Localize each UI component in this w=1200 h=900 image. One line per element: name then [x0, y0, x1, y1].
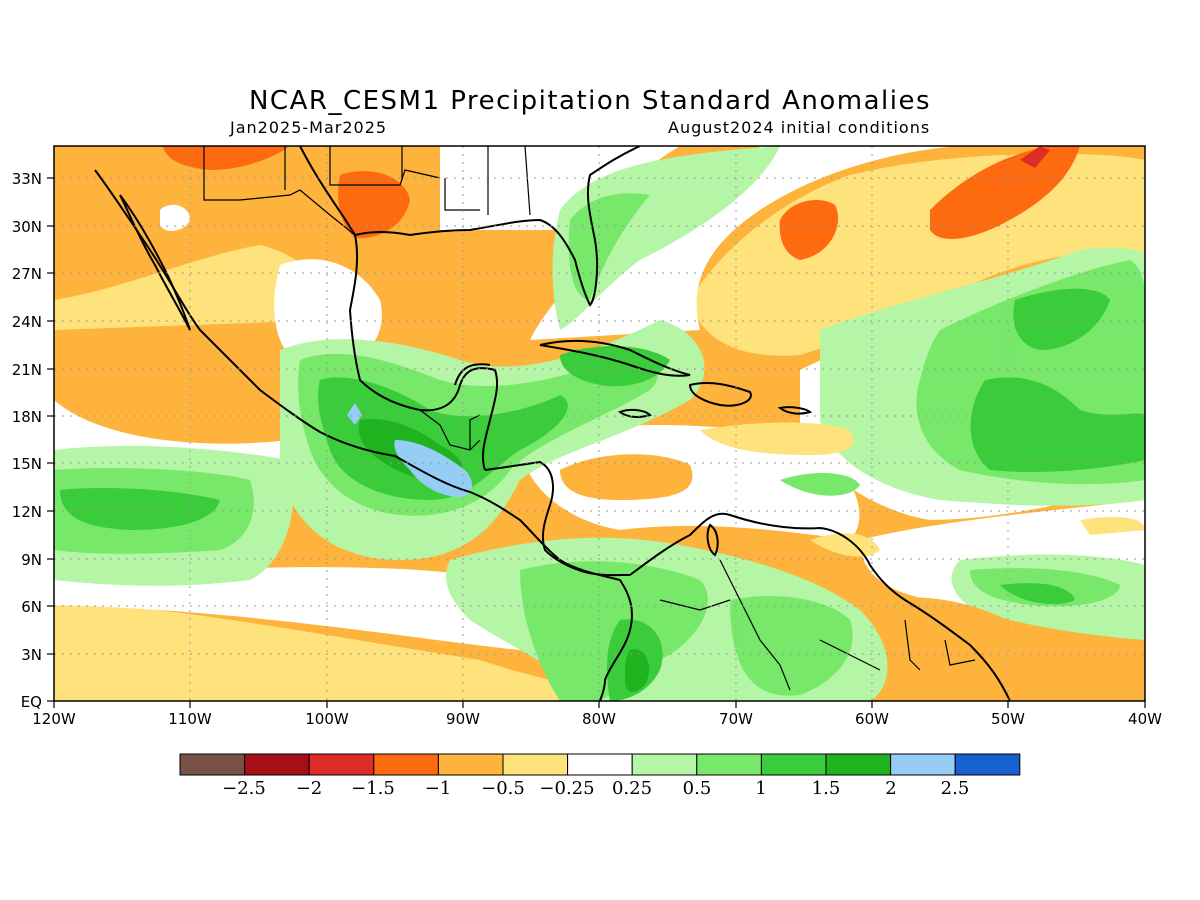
dry-moderate-area	[880, 597, 1145, 701]
colorbar-label: −2.5	[222, 778, 266, 799]
lon-label: 50W	[991, 710, 1025, 728]
dry-weak-area	[810, 533, 880, 557]
wet-strong-area	[1013, 288, 1110, 350]
dry-moderate-area	[560, 454, 693, 500]
neutral-area	[530, 146, 960, 340]
lat-label: 15N	[12, 455, 42, 473]
dry-strong-area	[163, 146, 290, 170]
colorbar-swatch	[696, 753, 762, 776]
lon-label: 70W	[719, 710, 753, 728]
dry-weak-area	[54, 245, 330, 330]
colorbar-swatch	[308, 753, 375, 776]
lon-label: 80W	[582, 710, 616, 728]
colorbar-label: 1.5	[812, 778, 841, 799]
dry-strong-area	[779, 200, 839, 260]
colorbar-label: 2.5	[941, 778, 970, 799]
wet-moderate-area	[780, 473, 860, 496]
lat-label: EQ	[21, 693, 42, 711]
lon-label: 110W	[168, 710, 212, 728]
lat-label: 33N	[12, 170, 42, 188]
colorbar-label: −1	[425, 778, 452, 799]
map-title: NCAR_CESM1 Precipitation Standard Anomal…	[248, 86, 932, 116]
wet-very-strong-area	[625, 649, 650, 692]
wet-strong-area	[1000, 583, 1075, 605]
dry-strong-area	[930, 146, 1080, 240]
colorbar-swatch	[631, 753, 698, 776]
colorbar-swatch	[567, 753, 633, 776]
colorbar-label: −0.5	[481, 778, 525, 799]
colorbar-swatch	[179, 753, 246, 776]
lat-label: 9N	[21, 551, 42, 569]
colorbar-swatch	[890, 753, 956, 776]
wet-strong-area	[970, 377, 1145, 472]
colorbar-label: 1	[755, 778, 766, 799]
lon-label: 40W	[1128, 710, 1162, 728]
wet-weak-area	[552, 146, 780, 330]
colorbar-label: −0.25	[539, 778, 594, 799]
colorbar	[179, 753, 1021, 776]
wet-strong-area	[60, 488, 220, 530]
lat-label: 12N	[12, 503, 42, 521]
lon-labels: 120W 110W 100W 90W 80W 70W 60W 50W 40W	[32, 710, 1162, 728]
neutral-area	[54, 567, 528, 650]
colorbar-label: 0.5	[683, 778, 712, 799]
axis-ticks	[47, 177, 1146, 708]
colorbar-label: −2	[296, 778, 323, 799]
country-borders	[203, 146, 976, 691]
dry-very-strong-area	[1020, 146, 1050, 168]
lon-label: 90W	[446, 710, 480, 728]
colorbar-label: 0.25	[612, 778, 652, 799]
dry-weak-area	[700, 422, 854, 455]
dry-strong-area	[338, 171, 410, 239]
colorbar-swatch	[825, 753, 892, 776]
coastlines	[94, 146, 1011, 701]
neutral-area	[160, 204, 190, 232]
wet-extreme-area	[347, 403, 362, 425]
lat-label: 3N	[21, 646, 42, 664]
colorbar-swatch	[437, 753, 504, 776]
lat-label: 30N	[12, 218, 42, 236]
graticule	[54, 146, 1145, 701]
lat-label: 27N	[12, 265, 42, 283]
colorbar-swatch	[373, 753, 439, 776]
lat-label: 18N	[12, 408, 42, 426]
dry-weak-area	[54, 600, 620, 701]
neutral-area	[440, 146, 680, 230]
colorbar-swatch	[760, 753, 827, 776]
lat-label: 6N	[21, 598, 42, 616]
colorbar-label: −1.5	[351, 778, 395, 799]
map-field	[54, 146, 1145, 701]
lat-label: 24N	[12, 313, 42, 331]
colorbar-swatch	[244, 753, 310, 776]
lat-label: 21N	[12, 361, 42, 379]
colorbar-labels: −2.5 −2 −1.5 −1 −0.5 −0.25 0.25 0.5 1 1.…	[222, 778, 969, 799]
wet-strong-area	[318, 377, 568, 500]
wet-moderate-area	[568, 193, 650, 300]
forecast-period: Jan2025-Mar2025	[230, 118, 388, 137]
lon-label: 120W	[32, 710, 76, 728]
initial-conditions: August2024 initial conditions	[668, 118, 931, 137]
lat-labels: EQ 3N 6N 9N 12N 15N 18N 21N 24N 27N 30N …	[12, 170, 42, 711]
colorbar-swatch	[954, 753, 1021, 776]
dry-weak-area	[1080, 517, 1145, 535]
wet-extreme-area	[394, 440, 472, 497]
lon-label: 100W	[305, 710, 349, 728]
colorbar-swatch	[502, 753, 569, 776]
wet-moderate-area	[730, 596, 853, 696]
lon-label: 60W	[855, 710, 889, 728]
colorbar-label: 2	[885, 778, 896, 799]
